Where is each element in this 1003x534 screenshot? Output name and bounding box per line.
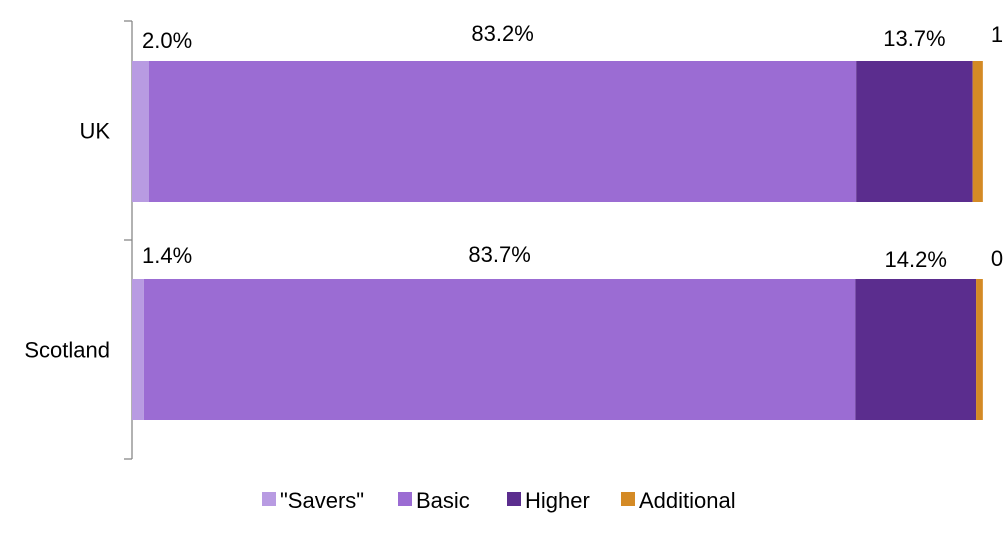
data-label-uk-additional: 1.2%: [991, 22, 1003, 47]
data-labels: 2.0% 83.2% 13.7% 1.2% 1.4% 83.7% 14.2% 0.8%: [142, 21, 1003, 272]
legend-item-basic: Basic: [398, 488, 470, 513]
bar-uk-savers: [132, 61, 149, 202]
legend-label-savers: "Savers": [280, 488, 364, 513]
data-label-scotland-savers: 1.4%: [142, 243, 192, 268]
data-label-uk-savers: 2.0%: [142, 28, 192, 53]
legend: "Savers" Basic Higher Additional: [262, 488, 736, 513]
legend-swatch-additional: [621, 492, 635, 506]
category-label-uk: UK: [79, 119, 110, 144]
legend-item-additional: Additional: [621, 488, 736, 513]
legend-label-basic: Basic: [416, 488, 470, 513]
bar-scotland-additional: [976, 279, 983, 420]
legend-label-higher: Higher: [525, 488, 590, 513]
legend-item-higher: Higher: [507, 488, 590, 513]
bar-uk-additional: [972, 61, 983, 202]
legend-swatch-savers: [262, 492, 276, 506]
category-axis: [124, 20, 133, 460]
data-label-scotland-higher: 14.2%: [885, 247, 947, 272]
bar-scotland-savers: [132, 279, 144, 420]
category-labels: UK Scotland: [24, 119, 110, 363]
legend-item-savers: "Savers": [262, 488, 364, 513]
data-label-uk-higher: 13.7%: [883, 26, 945, 51]
data-label-scotland-additional: 0.8%: [991, 246, 1003, 271]
bars: [132, 61, 983, 420]
data-label-uk-basic: 83.2%: [471, 21, 533, 46]
category-label-scotland: Scotland: [24, 338, 110, 363]
bar-uk-basic: [149, 61, 857, 202]
data-label-scotland-basic: 83.7%: [468, 242, 530, 267]
legend-swatch-higher: [507, 492, 521, 506]
bar-uk-higher: [856, 61, 973, 202]
bar-scotland-higher: [855, 279, 977, 420]
legend-swatch-basic: [398, 492, 412, 506]
bar-scotland-basic: [143, 279, 856, 420]
legend-label-additional: Additional: [639, 488, 736, 513]
